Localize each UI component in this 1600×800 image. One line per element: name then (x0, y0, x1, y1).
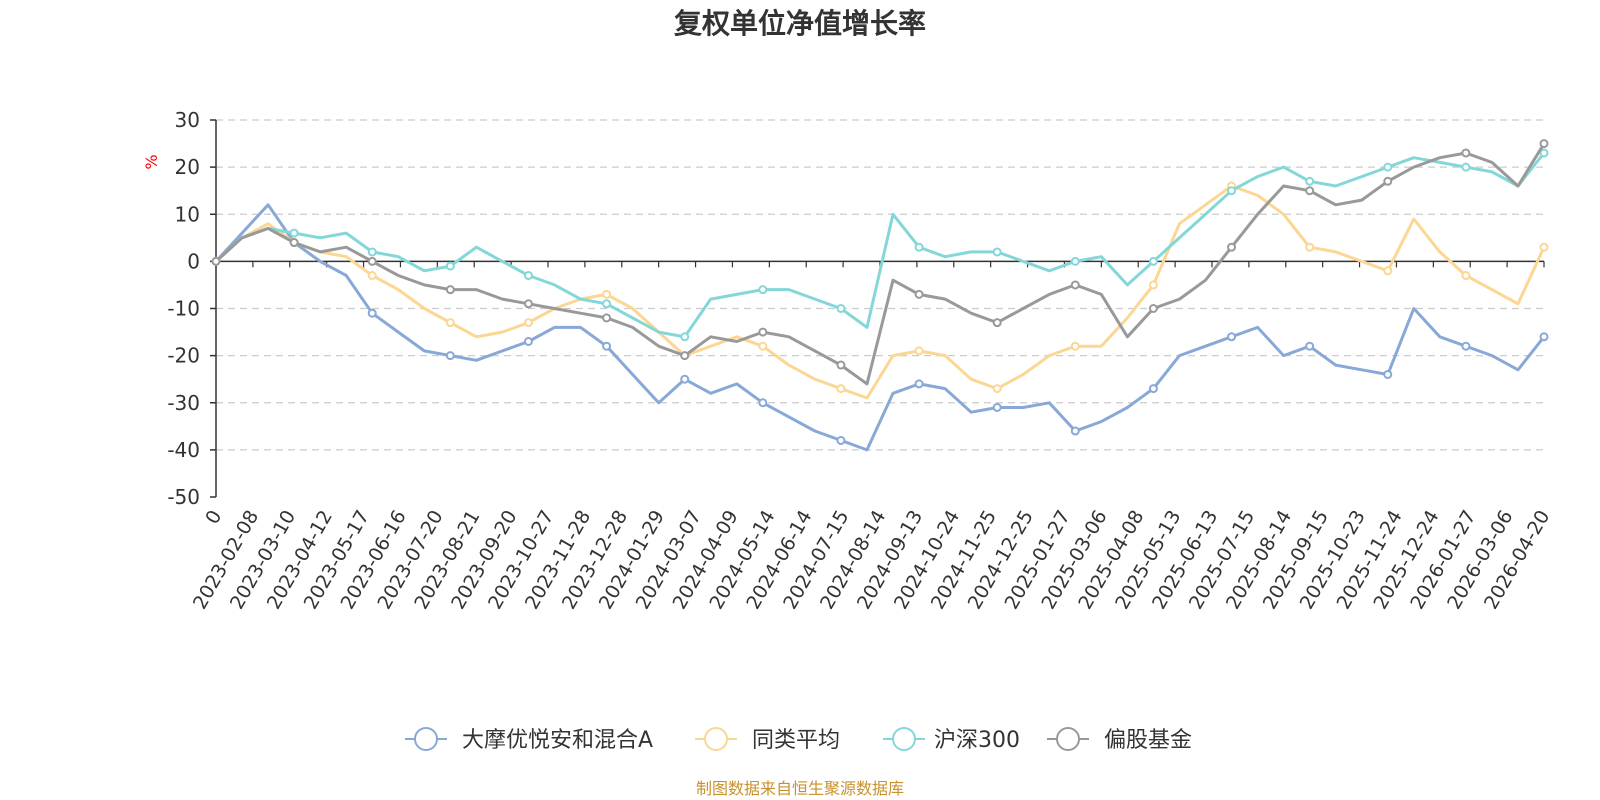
data-point (1148, 304, 1158, 313)
legend[interactable]: 大摩优悦安和混合A 同类平均 沪深300 偏股基金 (405, 727, 1192, 753)
data-point (836, 435, 846, 445)
data-point (1539, 332, 1549, 342)
legend-label-2: 沪深300 (934, 728, 1020, 753)
data-point (1383, 176, 1393, 186)
y-tick-label: 30 (175, 108, 200, 132)
series-line-3 (214, 142, 1546, 386)
data-point (758, 285, 768, 295)
series-2 (211, 148, 1549, 342)
y-tick-label: -30 (167, 391, 200, 415)
data-point (1539, 148, 1549, 158)
data-point (445, 261, 455, 271)
series-line-1 (214, 184, 1546, 400)
data-point (1227, 242, 1237, 252)
data-point (680, 332, 690, 342)
data-point (602, 299, 612, 309)
data-point (1227, 332, 1237, 342)
data-point (914, 242, 924, 252)
data-point (1461, 341, 1471, 351)
data-point (289, 238, 299, 248)
data-point (914, 346, 924, 356)
data-point (680, 374, 690, 384)
legend-item-0[interactable]: 大摩优悦安和混合A (405, 727, 653, 753)
data-point (914, 289, 924, 299)
y-axis-label: % (142, 154, 161, 169)
data-point (1070, 341, 1080, 351)
data-point (445, 285, 455, 295)
series-line-0 (214, 203, 1546, 452)
data-point (1383, 369, 1393, 379)
data-point (758, 327, 768, 337)
data-point (523, 271, 533, 281)
x-tick-label: 0 (201, 507, 226, 528)
chart-title: 复权单位净值增长率 (674, 7, 926, 40)
data-point (1148, 384, 1158, 394)
data-point (445, 318, 455, 328)
data-point (1148, 256, 1158, 266)
data-point (1383, 266, 1393, 276)
data-point (1461, 148, 1471, 158)
data-point (1539, 139, 1549, 149)
data-point (1305, 242, 1315, 252)
data-point (758, 398, 768, 408)
y-tick-labels: 30 20 10 0 -10 -20 -30 -40 -50 (167, 108, 216, 509)
source-note: 制图数据来自恒生聚源数据库 (696, 779, 904, 798)
data-point (1539, 242, 1549, 252)
data-point (914, 379, 924, 389)
legend-item-3[interactable]: 偏股基金 (1047, 727, 1192, 753)
data-point (1227, 186, 1237, 196)
data-point (1070, 280, 1080, 290)
data-point (211, 256, 221, 266)
legend-item-2[interactable]: 沪深300 (883, 727, 1020, 753)
legend-item-1[interactable]: 同类平均 (695, 727, 840, 753)
data-point (289, 228, 299, 238)
data-point (1148, 280, 1158, 290)
data-point (367, 271, 377, 281)
legend-label-1: 同类平均 (752, 728, 840, 753)
series-3 (211, 139, 1549, 386)
data-point (1461, 162, 1471, 172)
grid-lines (216, 119, 1544, 451)
y-tick-label: -10 (167, 297, 200, 321)
data-point (367, 247, 377, 257)
data-point (992, 318, 1002, 328)
data-point (602, 313, 612, 323)
data-point (1461, 271, 1471, 281)
legend-label-3: 偏股基金 (1104, 728, 1192, 753)
data-point (758, 341, 768, 351)
data-point (680, 351, 690, 361)
data-point (523, 318, 533, 328)
series-line-2 (214, 151, 1546, 339)
series-lines (211, 139, 1549, 452)
data-point (992, 247, 1002, 257)
data-point (1383, 162, 1393, 172)
data-point (992, 402, 1002, 412)
data-point (523, 299, 533, 309)
data-point (367, 256, 377, 266)
data-point (445, 351, 455, 361)
data-point (1070, 426, 1080, 436)
data-point (1305, 186, 1315, 196)
data-point (602, 341, 612, 351)
y-tick-label: -20 (167, 344, 200, 368)
y-tick-label: 0 (187, 249, 200, 273)
data-point (602, 289, 612, 299)
y-tick-label: 10 (175, 202, 200, 226)
legend-label-0: 大摩优悦安和混合A (462, 728, 653, 753)
data-point (523, 336, 533, 346)
data-point (1305, 341, 1315, 351)
data-point (992, 384, 1002, 394)
y-tick-label: -50 (167, 485, 200, 509)
y-tick-label: 20 (175, 155, 200, 179)
data-point (836, 360, 846, 370)
y-tick-label: -40 (167, 438, 200, 462)
data-point (367, 308, 377, 318)
data-point (836, 384, 846, 394)
data-point (836, 304, 846, 313)
data-point (1305, 176, 1315, 186)
data-point (1070, 256, 1080, 266)
